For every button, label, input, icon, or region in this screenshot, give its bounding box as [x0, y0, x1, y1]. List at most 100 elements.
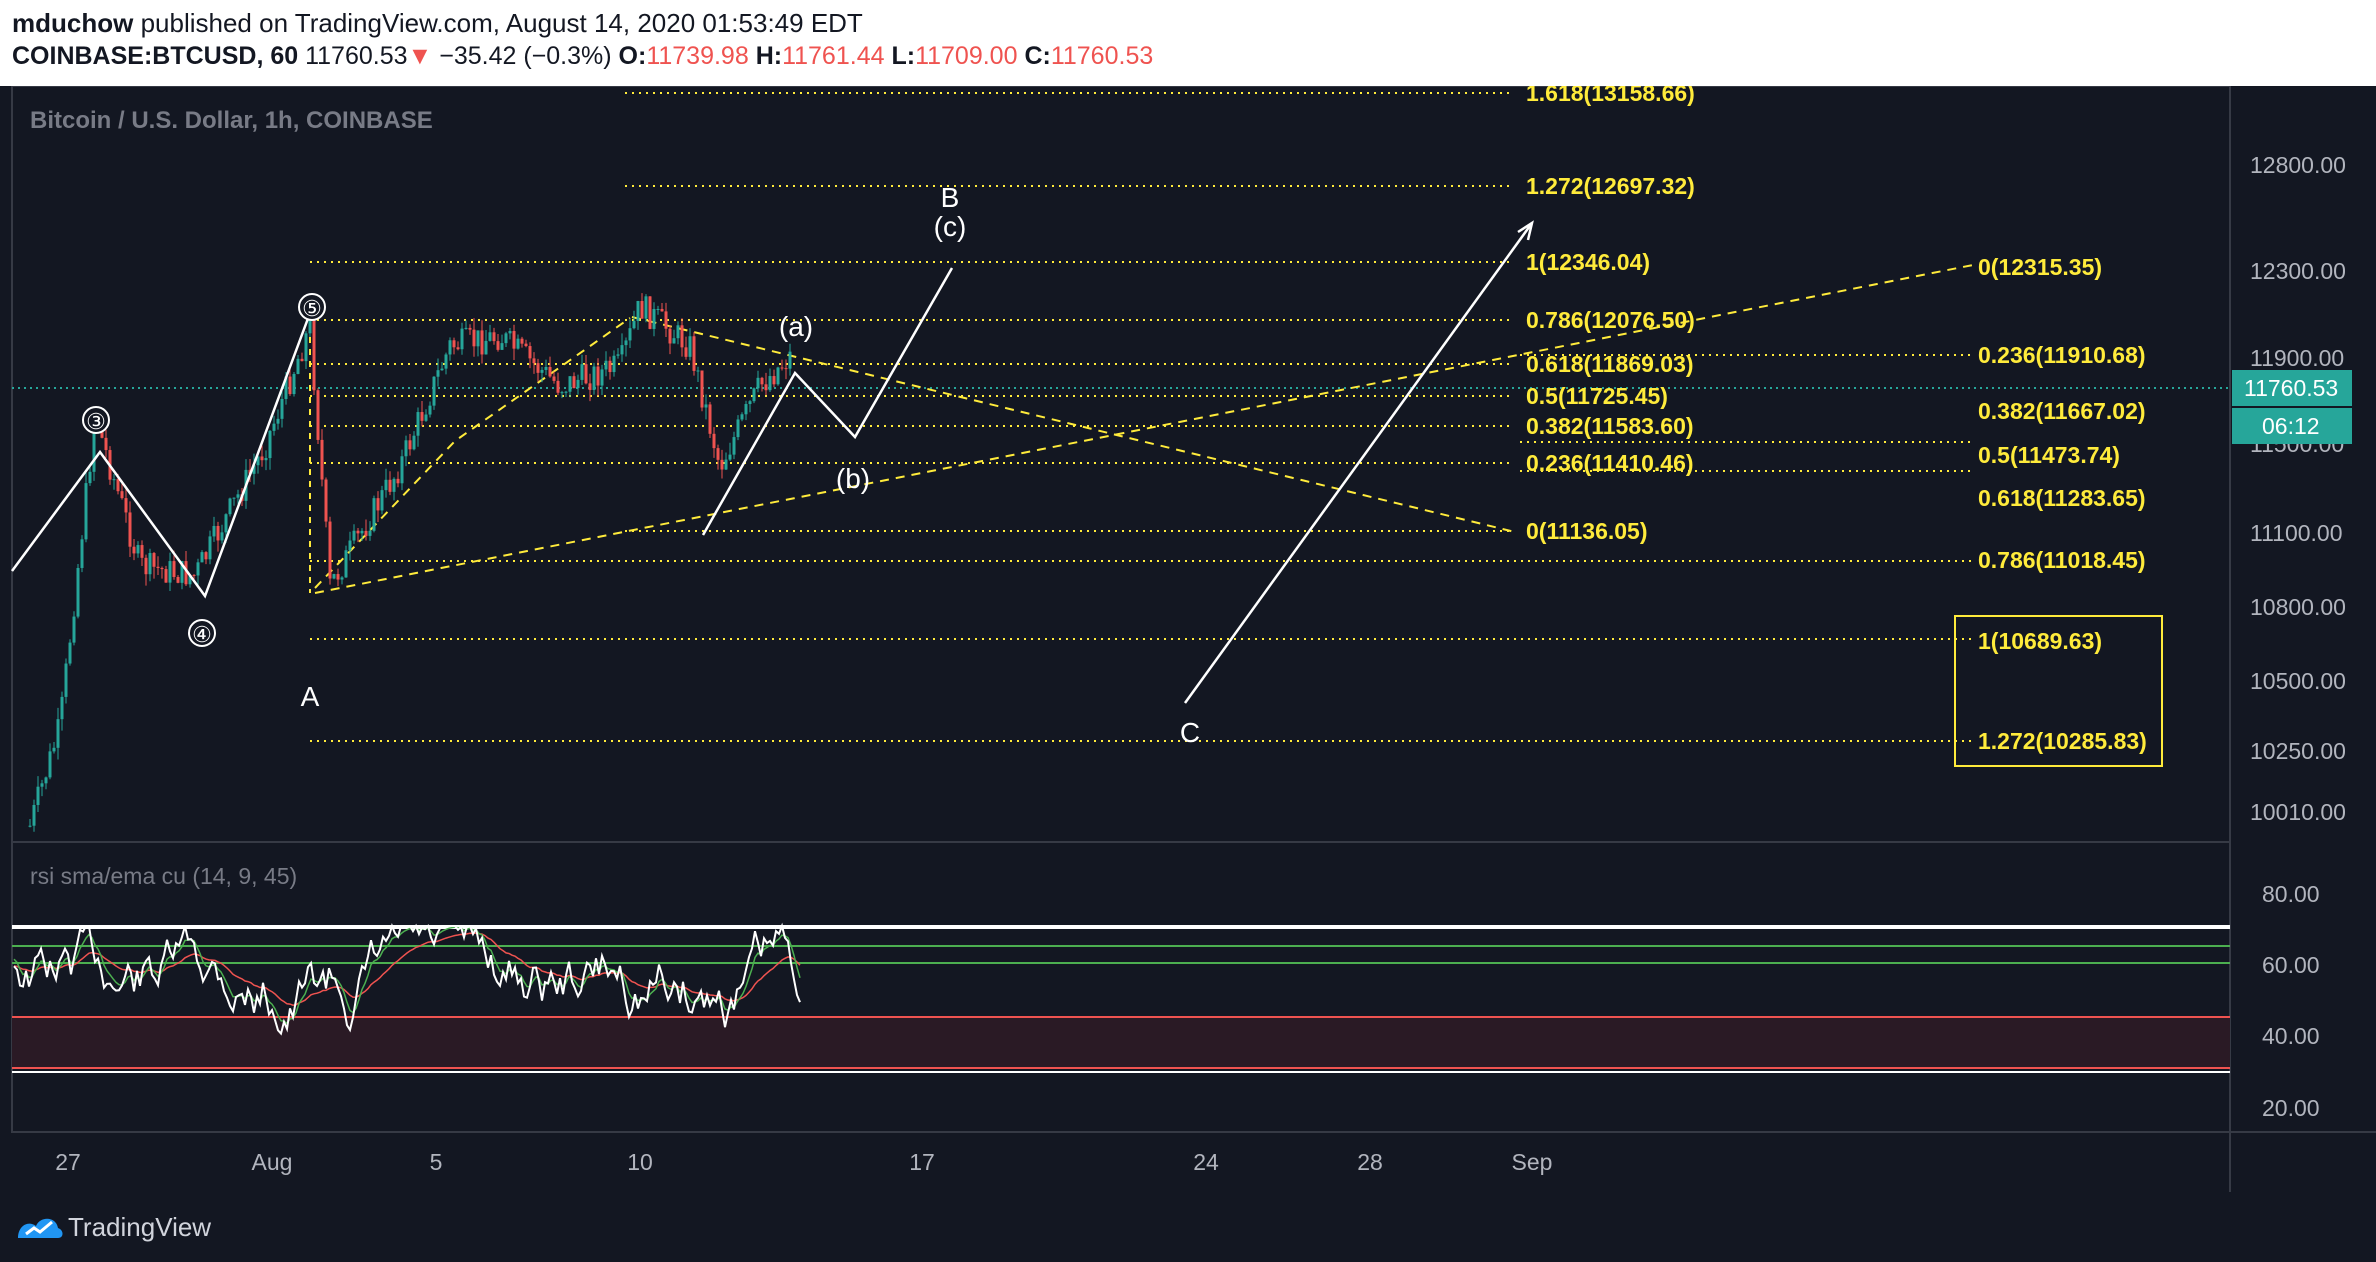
candle-body [140, 545, 144, 558]
candle-body [364, 530, 368, 536]
ohlc-line: COINBASE:BTCUSD, 60 11760.53▼ −35.42 (−0… [12, 42, 1153, 71]
rsi-series [13, 922, 801, 1036]
candle-body [144, 557, 148, 575]
candle-body [656, 308, 660, 310]
candle-body [472, 329, 476, 347]
brand-name[interactable]: TradingView [68, 1212, 212, 1242]
trendlines[interactable] [309, 263, 1979, 594]
wave-5-marker [298, 293, 326, 321]
candle-body [224, 514, 228, 533]
candle-body [120, 491, 124, 499]
candle-body [760, 377, 764, 385]
candle-body [596, 366, 600, 386]
candle-body [780, 367, 784, 369]
wave-label: ④ [192, 622, 212, 647]
candle-body [752, 388, 756, 402]
candle-body [172, 561, 176, 577]
candle-body [168, 561, 172, 583]
candle-body [652, 309, 656, 329]
wave-label: B [941, 182, 960, 213]
candle-body [260, 456, 264, 461]
wave-line-c [1183, 222, 1534, 704]
author-name[interactable]: mduchow [12, 8, 134, 38]
candle-body [508, 331, 512, 334]
candle-body [148, 553, 152, 575]
candle-body [788, 351, 792, 369]
time-tick: 5 [430, 1149, 443, 1175]
candle-body [348, 540, 352, 551]
candle-body [340, 577, 344, 580]
time-tick: Aug [252, 1149, 293, 1175]
wave-line-abc [701, 267, 954, 536]
candle-body [772, 376, 776, 385]
candle-body [264, 458, 268, 461]
price-tick: 10800.00 [2250, 594, 2346, 620]
candle-body [252, 465, 256, 474]
candle-body [132, 546, 136, 554]
candle-body [496, 341, 500, 350]
candle-body [728, 454, 732, 460]
candle-body [676, 325, 680, 339]
candle-body [272, 423, 276, 431]
fib-right-label: 1.272(10285.83) [1978, 728, 2147, 754]
time-tick: 24 [1193, 1149, 1219, 1175]
candle-body [620, 345, 624, 355]
candle-body [556, 380, 560, 393]
price-series [28, 293, 792, 832]
candle-body [632, 320, 636, 329]
candle-body [544, 366, 548, 370]
candle-body [336, 574, 340, 580]
candle-body [328, 521, 332, 579]
candle-body [564, 391, 568, 393]
rsi-axis: 80.00 60.00 40.00 20.00 [2262, 881, 2320, 1121]
rsi-line [13, 922, 801, 1036]
wave-line-345 [10, 312, 312, 599]
tradingview-logo-icon[interactable] [16, 1210, 64, 1242]
candle-body [128, 512, 132, 547]
candle-body [372, 498, 376, 531]
candle-body [660, 308, 664, 312]
chart-canvas[interactable]: Bitcoin / U.S. Dollar, 1h, COINBASE 1280… [0, 86, 2376, 1192]
candle-body [572, 376, 576, 389]
low-value: 11709.00 [915, 42, 1018, 70]
trendline-upper [631, 316, 1516, 533]
candle-body [524, 343, 528, 347]
candle-body [48, 751, 52, 778]
rsi-tick: 80.00 [2262, 881, 2320, 907]
candle-body [464, 327, 468, 329]
candle-body [520, 338, 524, 344]
candle-body [756, 377, 760, 389]
fib-left[interactable]: 1.618(13158.66) 1.272(12697.32) 1(12346.… [310, 86, 1695, 544]
close-label: C: [1024, 42, 1051, 70]
candle-body [684, 347, 688, 357]
candle-body [188, 574, 192, 585]
target-zone-box[interactable] [1954, 615, 2163, 767]
candle-body [388, 479, 392, 492]
candle-body [296, 358, 300, 374]
candle-body [404, 440, 408, 457]
candle-body [732, 437, 736, 455]
publish-line: mduchow published on TradingView.com, Au… [12, 8, 863, 39]
candle-body [52, 747, 56, 752]
candle-body [504, 333, 508, 344]
candle-body [156, 566, 160, 568]
candle-body [276, 418, 280, 424]
candle-body [560, 392, 564, 394]
last-price: 11760.53 [305, 42, 408, 70]
candle-body [612, 355, 616, 373]
candle-body [256, 456, 260, 466]
candle-body [88, 471, 92, 484]
candle-body [40, 783, 44, 787]
candle-body [768, 376, 772, 391]
wave-label: (b) [836, 463, 870, 494]
fib-right[interactable]: 0(12315.35) 0.236(11910.68) 0.382(11667.… [310, 254, 2163, 767]
price-tick: 10010.00 [2250, 799, 2346, 825]
wave-lines[interactable] [10, 220, 1534, 704]
candle-body [580, 364, 584, 380]
candle-body [236, 494, 240, 498]
candle-body [420, 412, 424, 421]
candle-body [616, 354, 620, 356]
candle-body [440, 368, 444, 371]
wave-4-marker [188, 619, 216, 647]
fib-left-label: 1(12346.04) [1526, 249, 1650, 275]
